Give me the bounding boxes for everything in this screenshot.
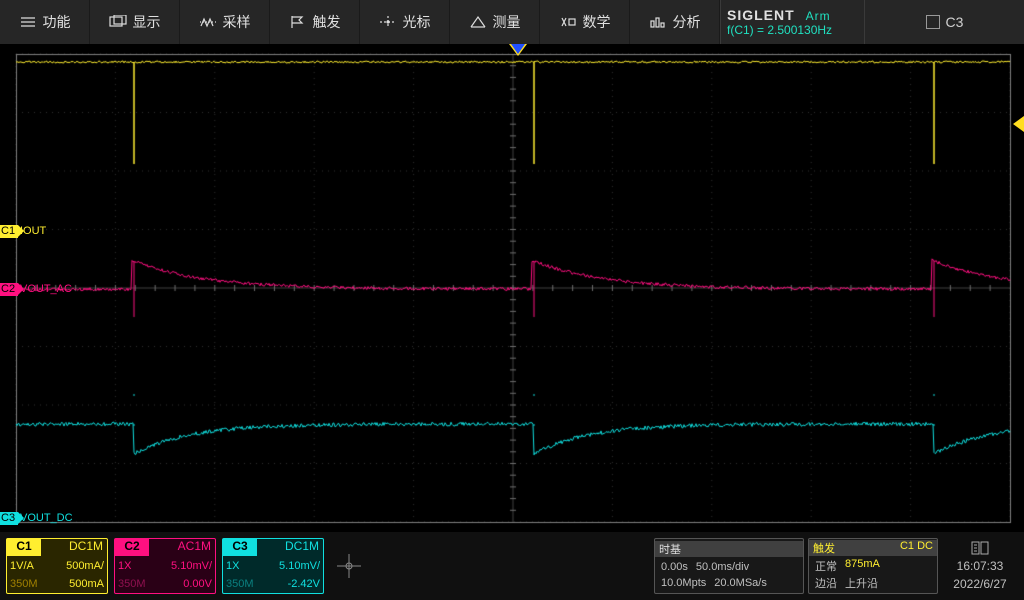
gnd-marker-c2[interactable]: C2 xyxy=(0,283,18,296)
trigger-slope: 上升沿 xyxy=(845,575,878,591)
c3-probe: 1X xyxy=(226,560,270,572)
menu-flag[interactable]: 触发 xyxy=(270,0,360,44)
clock-date: 2022/6/27 xyxy=(953,577,1006,591)
c2-probe: 1X xyxy=(118,560,162,572)
timebase-depth: 10.0Mpts xyxy=(661,577,706,589)
run-state: Arm xyxy=(806,9,831,23)
c3-offset: -2.42V xyxy=(276,578,320,590)
c2-bw: 350M xyxy=(118,578,162,590)
trigger-source: C1 DC xyxy=(900,540,933,552)
c2-scale: 5.10mV/ xyxy=(168,560,212,572)
trigger-mode: 正常 xyxy=(815,558,837,574)
c1-bw: 350M xyxy=(10,578,54,590)
clock-box: 16:07:33 2022/6/27 xyxy=(942,538,1018,594)
label-c2: VOUT_AC xyxy=(20,283,72,295)
status-bar: C1 DC1M 1V/A 350M 500mA/ 500mA C2 AC1M 1… xyxy=(0,532,1024,600)
scope-area[interactable] xyxy=(0,44,1024,532)
brand-freq: f(C1) = 2.500130Hz xyxy=(727,23,858,37)
c2-offset: 0.00V xyxy=(168,578,212,590)
menu-math[interactable]: 数学 xyxy=(540,0,630,44)
brand-name: SIGLENT xyxy=(727,7,795,23)
status-c1[interactable]: C1 DC1M 1V/A 350M 500mA/ 500mA xyxy=(6,538,108,594)
timebase-box[interactable]: 时基 0.00s 50.0ms/div 10.0Mpts 20.0MSa/s xyxy=(654,538,804,594)
c1-probe: 1V/A xyxy=(10,560,54,572)
gnd-marker-c1[interactable]: C1 xyxy=(0,225,18,238)
channel-slot[interactable]: C3 xyxy=(865,0,1024,44)
utility-icon[interactable] xyxy=(971,541,989,555)
trigger-box[interactable]: 触发 C1 DC 正常 875mA 边沿 上升沿 xyxy=(808,538,938,594)
c3-bw: 350M xyxy=(226,578,270,590)
channel-slot-icon xyxy=(926,15,940,29)
timebase-scale: 50.0ms/div xyxy=(696,561,749,573)
crosshair-icon xyxy=(324,532,374,600)
menu-measure[interactable]: 测量 xyxy=(450,0,540,44)
trigger-position-marker-inner xyxy=(511,44,525,54)
trigger-title: 触发 xyxy=(813,543,835,555)
gnd-marker-c3[interactable]: C3 xyxy=(0,512,18,525)
brand-block: SIGLENT Arm f(C1) = 2.500130Hz xyxy=(720,0,865,44)
menu-cursor[interactable]: 光标 xyxy=(360,0,450,44)
status-c3-coupling: DC1M xyxy=(257,539,323,556)
channel-slot-label: C3 xyxy=(946,14,964,30)
trigger-level-marker[interactable] xyxy=(1013,116,1024,132)
scope-canvas xyxy=(0,44,1024,532)
clock-time: 16:07:33 xyxy=(957,559,1004,573)
timebase-pos: 0.00s xyxy=(661,561,688,573)
trigger-coupling: 边沿 xyxy=(815,575,837,591)
c1-offset: 500mA xyxy=(60,578,104,590)
menu-analyze[interactable]: 分析 xyxy=(630,0,720,44)
menu-burger[interactable]: 功能 xyxy=(0,0,90,44)
timebase-rate: 20.0MSa/s xyxy=(714,577,767,589)
status-c3[interactable]: C3 DC1M 1X 350M 5.10mV/ -2.42V xyxy=(222,538,324,594)
label-c1: IOUT xyxy=(20,225,46,237)
status-c2[interactable]: C2 AC1M 1X 350M 5.10mV/ 0.00V xyxy=(114,538,216,594)
c3-scale: 5.10mV/ xyxy=(276,560,320,572)
label-c3: VOUT_DC xyxy=(20,512,73,524)
menu-bar: 功能显示采样触发光标测量数学分析 SIGLENT Arm f(C1) = 2.5… xyxy=(0,0,1024,44)
c1-scale: 500mA/ xyxy=(60,560,104,572)
menu-acquire[interactable]: 采样 xyxy=(180,0,270,44)
status-c3-tag: C3 xyxy=(223,539,257,556)
menu-display[interactable]: 显示 xyxy=(90,0,180,44)
timebase-title: 时基 xyxy=(655,541,803,557)
status-c2-coupling: AC1M xyxy=(149,539,215,556)
status-c1-tag: C1 xyxy=(7,539,41,556)
trigger-level: 875mA xyxy=(845,558,880,574)
status-c1-coupling: DC1M xyxy=(41,539,107,556)
status-c2-tag: C2 xyxy=(115,539,149,556)
